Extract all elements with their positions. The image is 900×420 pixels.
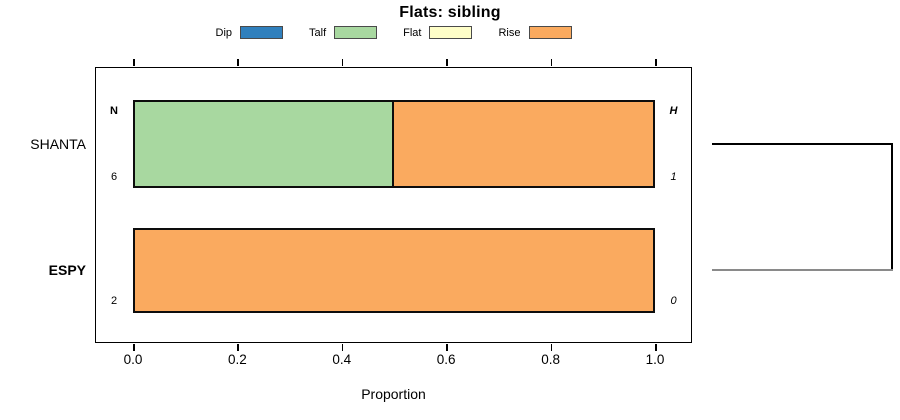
axis-tick-bottom-1.0 [655,344,657,351]
shanta-h-value: 1 [670,171,677,183]
axis-tick-bottom-0.8 [550,344,553,351]
category-label-shanta: SHANTA [30,136,86,152]
plot-area [95,59,692,351]
legend-swatch-flat-icon [429,26,473,39]
category-label-espy: ESPY [48,262,86,278]
bar-segment-shanta-rise [392,100,655,188]
axis-tick-bottom-0.0 [133,344,135,351]
legend-label-dip: Dip [215,26,233,39]
x-tick-label-0.6: 0.6 [436,352,456,367]
x-tick-label-0.4: 0.4 [332,352,352,367]
axis-tick-top-0.8 [550,59,553,66]
legend-label-flat: Flat [403,26,422,39]
bracket-bottom-line [712,269,893,271]
axis-tick-top-0.6 [446,59,448,66]
legend-item-flat: Flat [403,26,473,39]
chart-title: Flats: sibling [399,4,501,21]
x-axis-title: Proportion [361,386,426,402]
x-tick-label-1.0: 1.0 [645,352,665,367]
bar-segment-shanta-talf [133,100,394,188]
legend-item-dip: Dip [216,26,284,39]
x-tick-label-0.2: 0.2 [228,352,247,367]
axis-tick-top-1.0 [655,59,657,66]
axis-tick-bottom-0.4 [341,344,344,351]
bar-segment-espy-rise [133,228,655,313]
axis-tick-bottom-0.6 [446,344,448,351]
bracket-top-line [712,143,893,145]
legend-swatch-rise-icon [528,26,572,39]
axis-tick-top-0.4 [341,59,344,66]
legend-item-talf: Talf [309,26,378,39]
header-h-label: H [669,105,678,117]
axis-tick-top-0.0 [133,59,135,66]
axis-tick-top-0.2 [237,59,239,66]
espy-h-value: 0 [670,295,677,307]
x-tick-label-0.0: 0.0 [123,352,143,367]
shanta-n-value: 6 [110,171,118,183]
header-n-label: N [110,105,118,117]
espy-n-value: 2 [110,295,118,307]
legend-item-rise: Rise [498,26,572,39]
legend: Dip Talf Flat Rise [95,26,692,39]
x-tick-label-0.8: 0.8 [541,352,560,367]
bracket-right-line [891,143,893,271]
legend-swatch-dip-icon [240,26,284,39]
axis-tick-bottom-0.2 [237,344,239,351]
legend-swatch-talf-icon [334,26,378,39]
legend-label-talf: Talf [309,26,327,39]
legend-label-rise: Rise [498,26,521,39]
